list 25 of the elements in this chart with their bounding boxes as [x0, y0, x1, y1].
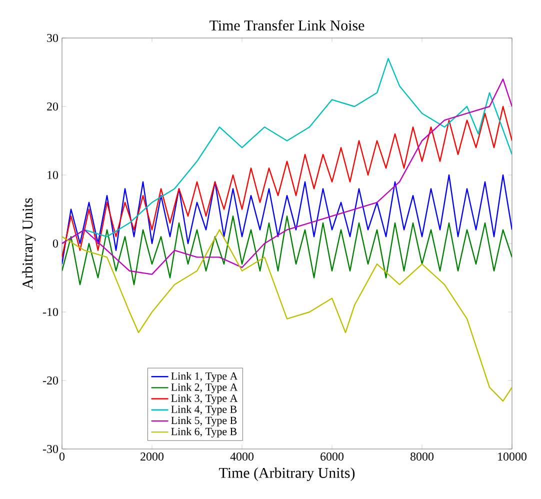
x-tick-label: 4000 — [230, 452, 254, 461]
legend-label: Link 5, Type B — [171, 416, 237, 426]
y-tick-label: 30 — [47, 34, 58, 42]
y-tick-label: 20 — [47, 102, 58, 111]
y-axis-title: Arbitrary Units — [22, 198, 36, 290]
x-tick-label: 10000 — [498, 452, 526, 461]
x-tick-label: 6000 — [320, 452, 344, 461]
x-axis-title: Time (Arbitrary Units) — [219, 467, 355, 482]
y-tick-label: 10 — [48, 170, 58, 180]
x-tick-label: 2000 — [140, 452, 164, 461]
legend-label: Link 2, Type A — [171, 383, 238, 394]
line-series — [62, 106, 512, 258]
y-tick-label: 0 — [52, 239, 58, 248]
x-tick-label: 8000 — [410, 452, 434, 461]
legend-label: Link 6, Type B — [171, 428, 237, 438]
line-series — [62, 216, 512, 286]
legend-label: Link 4, Type B — [171, 405, 237, 416]
line-series — [62, 174, 512, 265]
x-tick-label: 0 — [59, 452, 65, 461]
y-tick-label: -30 — [42, 444, 58, 454]
chart-title: Time Transfer Link Noise — [210, 20, 364, 30]
legend-label: Link 1, Type A — [171, 372, 238, 382]
legend-label: Link 3, Type A — [171, 394, 238, 404]
y-tick-label: -20 — [42, 376, 58, 385]
y-tick-label: -10 — [42, 308, 58, 316]
